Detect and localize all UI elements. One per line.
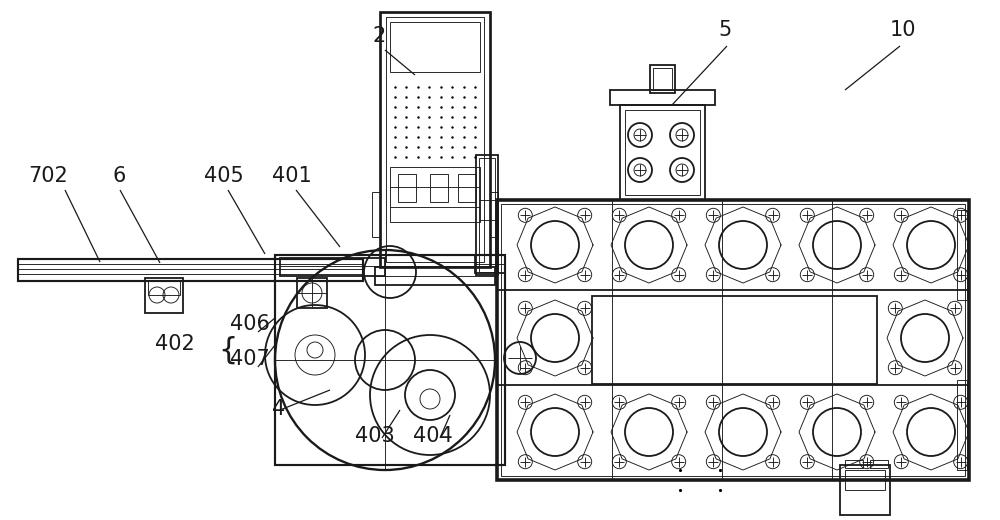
Text: 405: 405 [204,166,244,186]
Bar [375,267,495,285]
Text: 702: 702 [28,166,68,186]
Bar [592,296,877,384]
Bar [148,281,180,295]
Bar [840,465,890,515]
Bar [390,167,480,222]
Bar [650,65,675,93]
Bar [390,22,480,72]
Bar [870,460,888,468]
Text: 6: 6 [112,166,125,186]
Bar [845,470,885,490]
Text: 10: 10 [890,20,916,40]
Bar [475,255,505,273]
Bar [845,460,863,468]
Bar [398,174,416,202]
Text: 4: 4 [272,399,285,419]
Bar [372,192,380,237]
Bar [476,155,498,275]
Text: {: { [218,335,237,365]
Bar [275,255,505,465]
Bar [957,210,967,300]
Bar [490,192,498,237]
Bar [380,12,490,267]
Bar [297,278,327,308]
Bar [625,110,700,195]
Text: 404: 404 [413,426,453,446]
Bar [610,90,715,105]
Text: 402: 402 [155,334,195,354]
Bar [501,204,965,476]
Text: 407: 407 [230,349,270,369]
Text: 2: 2 [373,26,386,46]
Bar [280,258,385,276]
Text: 5: 5 [718,20,731,40]
Bar [18,259,363,281]
Bar [957,380,967,470]
Bar [620,105,705,200]
Bar [145,278,183,313]
Bar [458,174,476,202]
Bar [479,158,495,272]
Bar [497,200,969,480]
Text: 401: 401 [272,166,312,186]
Text: 406: 406 [230,314,270,334]
Bar [386,17,484,262]
Bar [430,174,448,202]
Text: 403: 403 [355,426,395,446]
Bar [653,68,672,90]
